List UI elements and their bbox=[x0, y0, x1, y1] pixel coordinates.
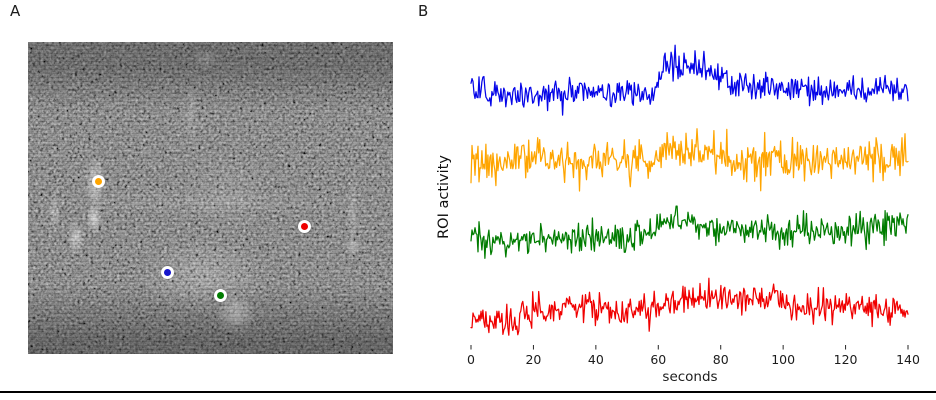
roi-blue-dot bbox=[163, 268, 171, 276]
panel-a-label: A bbox=[10, 2, 21, 20]
y-axis-label: ROI activity bbox=[436, 155, 452, 239]
x-tick-label-60: 60 bbox=[650, 352, 667, 367]
x-tick-label-20: 20 bbox=[525, 352, 542, 367]
roi-red-dot bbox=[300, 222, 308, 230]
panel-b-label: B bbox=[418, 2, 429, 20]
x-axis-label: seconds bbox=[662, 369, 718, 385]
x-tick-label-140: 140 bbox=[896, 352, 920, 367]
x-tick-label-80: 80 bbox=[712, 352, 729, 367]
x-tick-label-120: 120 bbox=[833, 352, 858, 367]
x-tick-label-0: 0 bbox=[467, 352, 475, 367]
roi-red-marker bbox=[297, 219, 311, 233]
roi-green-marker bbox=[213, 288, 227, 302]
roi-blue-marker bbox=[160, 265, 174, 279]
x-tick-label-40: 40 bbox=[587, 352, 604, 367]
roi-orange-marker bbox=[91, 174, 105, 188]
bright-structures-overlay bbox=[28, 42, 393, 354]
trace-roi-1 bbox=[470, 44, 909, 116]
fluorescence-image bbox=[28, 42, 393, 354]
scanline-overlay bbox=[28, 42, 393, 354]
x-tick-label-100: 100 bbox=[771, 352, 796, 367]
roi-green-dot bbox=[216, 291, 224, 299]
trace-roi-2 bbox=[470, 128, 909, 192]
page-bottom-rule bbox=[0, 391, 936, 393]
roi-orange-dot bbox=[94, 177, 102, 185]
trace-roi-4 bbox=[470, 277, 909, 336]
vignette-overlay bbox=[28, 42, 393, 354]
trace-roi-3 bbox=[470, 205, 909, 259]
